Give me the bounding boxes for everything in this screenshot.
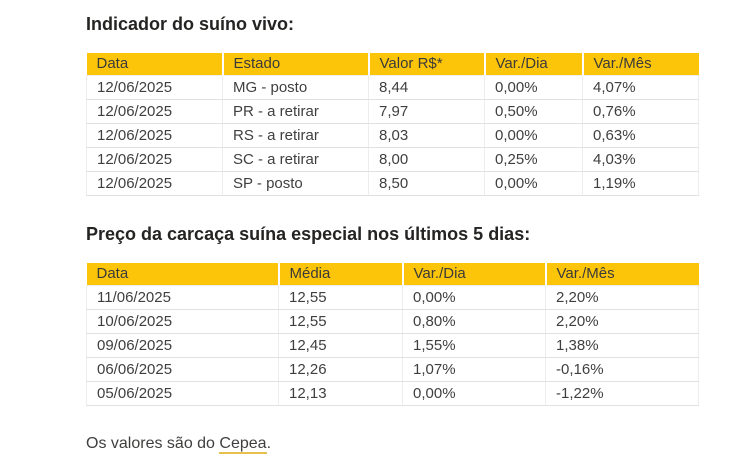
column-header: Estado (222, 53, 370, 76)
live-pig-table-body: 12/06/2025 MG - posto 8,44 0,00% 4,07% 12/06/… (86, 75, 699, 196)
source-note-text: Os valores são do (86, 435, 220, 452)
table-cell: 0,00% (402, 285, 546, 310)
table-cell: 12/06/2025 (86, 99, 223, 124)
table-cell: 09/06/2025 (86, 333, 279, 358)
table-cell: 8,50 (368, 171, 485, 196)
table-row: 12/06/2025 PR - a retirar 7,97 0,50% 0,76% (86, 99, 699, 124)
column-header: Var./Dia (484, 53, 584, 76)
table-cell: 0,63% (582, 123, 699, 148)
source-note: Os valores são do Cepea. (86, 433, 746, 454)
table-cell: 2,20% (545, 285, 699, 310)
carcass-price-title: Preço da carcaça suína especial nos últi… (86, 224, 531, 244)
column-header: Var./Dia (402, 263, 547, 286)
table-cell: 8,00 (368, 147, 485, 172)
column-header: Média (278, 263, 404, 286)
table-cell: 12,55 (278, 309, 403, 334)
table-cell: SP - posto (222, 171, 369, 196)
table-cell: 1,07% (402, 357, 546, 382)
table-cell: 12,26 (278, 357, 403, 382)
table-cell: 06/06/2025 (86, 357, 279, 382)
table-cell: 0,50% (484, 99, 583, 124)
table-cell: 1,19% (582, 171, 699, 196)
table-cell: 8,03 (368, 123, 485, 148)
source-note-period: . (266, 435, 272, 452)
table-row: 12/06/2025 SC - a retirar 8,00 0,25% 4,03% (86, 147, 699, 172)
table-cell: 4,07% (582, 75, 699, 100)
table-cell: -0,16% (545, 357, 699, 382)
table-row: 05/06/2025 12,13 0,00% -1,22% (86, 381, 699, 406)
table-cell: 0,00% (484, 171, 583, 196)
table-cell: 12/06/2025 (86, 147, 223, 172)
table-cell: PR - a retirar (222, 99, 369, 124)
column-header: Var./Mês (582, 53, 699, 76)
table-cell: 12,55 (278, 285, 403, 310)
live-pig-header-row: Data Estado Valor R$* Var./Dia Var./Mês (86, 53, 699, 76)
live-pig-indicator-table: Data Estado Valor R$* Var./Dia Var./Mês 12/0… (86, 53, 699, 196)
table-cell: 0,76% (582, 99, 699, 124)
table-cell: 0,25% (484, 147, 583, 172)
table-cell: 11/06/2025 (86, 285, 279, 310)
table-cell: 7,97 (368, 99, 485, 124)
carcass-price-header-row: Data Média Var./Dia Var./Mês (86, 263, 699, 286)
table-cell: 10/06/2025 (86, 309, 279, 334)
carcass-price-table: Data Média Var./Dia Var./Mês 11/06/2025 12,5… (86, 263, 699, 406)
column-header: Var./Mês (545, 263, 699, 286)
table-row: 12/06/2025 RS - a retirar 8,03 0,00% 0,63% (86, 123, 699, 148)
table-cell: 12,45 (278, 333, 403, 358)
table-cell: 0,00% (402, 381, 546, 406)
table-cell: 0,80% (402, 309, 546, 334)
table-cell: 05/06/2025 (86, 381, 279, 406)
table-row: 10/06/2025 12,55 0,80% 2,20% (86, 309, 699, 334)
table-cell: -1,22% (545, 381, 699, 406)
table-cell: 4,03% (582, 147, 699, 172)
table-row: 12/06/2025 SP - posto 8,50 0,00% 1,19% (86, 171, 699, 196)
cepea-link[interactable]: Cepea (219, 435, 267, 454)
column-header: Data (86, 263, 280, 286)
table-cell: 2,20% (545, 309, 699, 334)
table-row: 09/06/2025 12,45 1,55% 1,38% (86, 333, 699, 358)
table-cell: 1,55% (402, 333, 546, 358)
column-header: Data (86, 53, 224, 76)
table-row: 12/06/2025 MG - posto 8,44 0,00% 4,07% (86, 75, 699, 100)
live-pig-indicator-title: Indicador do suíno vivo: (86, 14, 295, 34)
table-row: 06/06/2025 12,26 1,07% -0,16% (86, 357, 699, 382)
column-header: Valor R$* (368, 53, 486, 76)
table-cell: 12/06/2025 (86, 75, 223, 100)
table-cell: 12/06/2025 (86, 171, 223, 196)
table-cell: 0,00% (484, 123, 583, 148)
table-cell: MG - posto (222, 75, 369, 100)
table-cell: 12/06/2025 (86, 123, 223, 148)
table-row: 11/06/2025 12,55 0,00% 2,20% (86, 285, 699, 310)
table-cell: RS - a retirar (222, 123, 369, 148)
carcass-price-table-body: 11/06/2025 12,55 0,00% 2,20% 10/06/2025 12,55… (86, 285, 699, 406)
table-cell: 8,44 (368, 75, 485, 100)
table-cell: SC - a retirar (222, 147, 369, 172)
table-cell: 1,38% (545, 333, 699, 358)
table-cell: 12,13 (278, 381, 403, 406)
table-cell: 0,00% (484, 75, 583, 100)
